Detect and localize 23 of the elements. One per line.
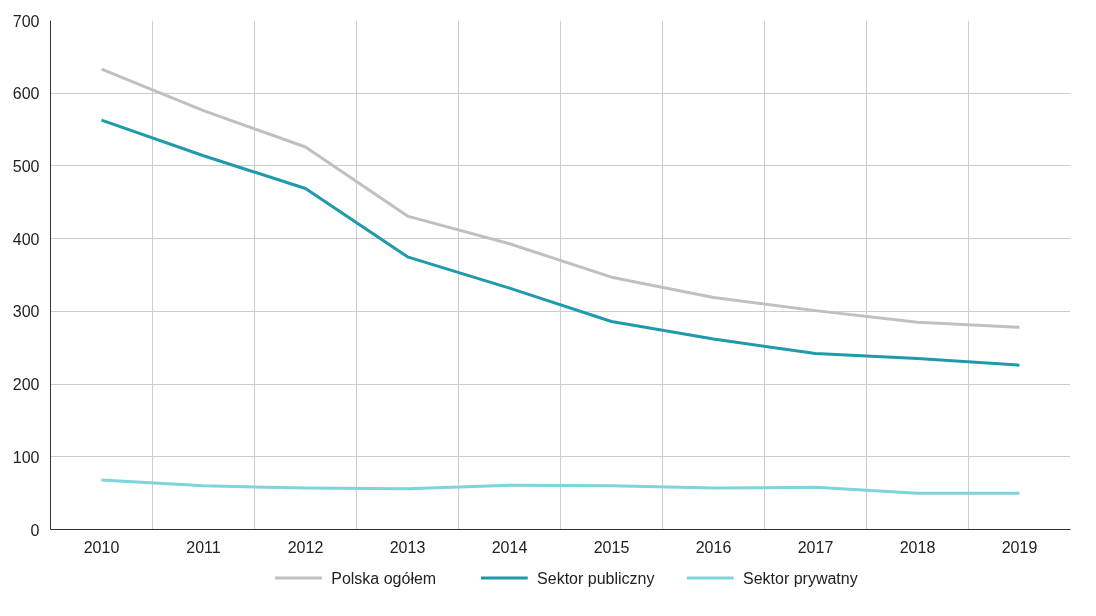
line-series	[100, 478, 1021, 495]
x-tick-label: 2015	[593, 538, 630, 556]
legend-label: Polska ogółem	[331, 569, 437, 587]
legend-label: Sektor publiczny	[537, 569, 655, 587]
x-tick-label: 2018	[899, 538, 936, 556]
legend-label: Sektor prywatny	[742, 569, 858, 587]
x-tick-label: 2019	[1001, 538, 1038, 556]
y-tick-label: 0	[30, 521, 40, 539]
y-tick-label: 600	[12, 85, 40, 103]
y-tick-label: 300	[12, 303, 40, 321]
y-tick-label: 200	[12, 376, 40, 394]
x-tick-label: 2010	[83, 538, 120, 556]
y-tick-label: 400	[12, 230, 40, 248]
y-tick-label: 100	[12, 448, 40, 466]
x-tick-label: 2012	[287, 538, 324, 556]
x-tick-label: 2013	[389, 538, 426, 556]
x-tick-label: 2011	[186, 538, 221, 556]
y-tick-label: 700	[12, 12, 40, 30]
x-tick-label: 2014	[491, 538, 528, 556]
line-series	[100, 118, 1021, 367]
y-tick-label: 500	[12, 157, 40, 175]
x-tick-label: 2016	[695, 538, 732, 556]
x-tick-label: 2017	[797, 538, 834, 556]
